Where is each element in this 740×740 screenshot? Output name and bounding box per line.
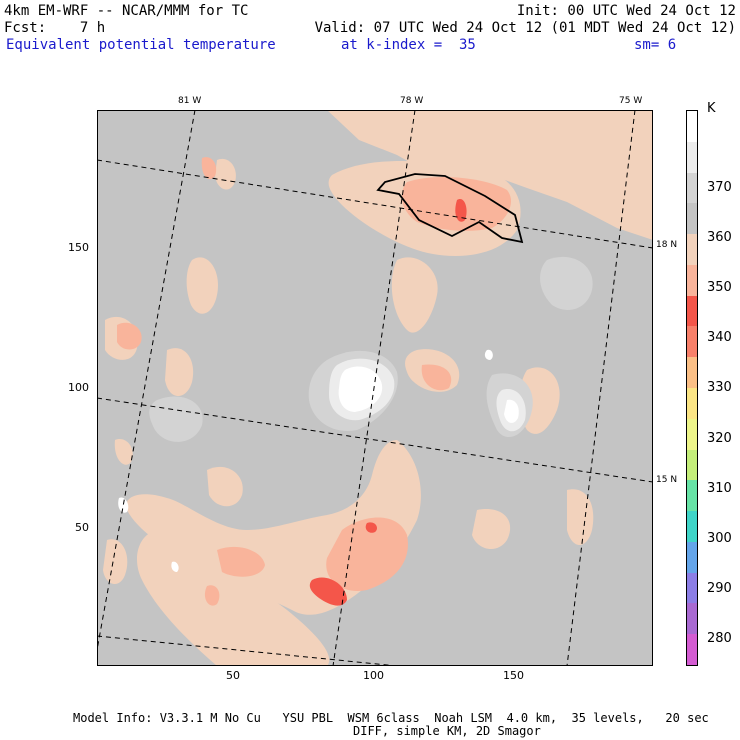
colorbar-label-300: 300 (707, 531, 732, 546)
colorbar-label-290: 290 (707, 581, 732, 596)
x-tick-50: 50 (226, 669, 240, 682)
x-tick-150: 150 (503, 669, 524, 682)
lon-label-75w: 75 W (619, 96, 643, 106)
colorbar-cell (687, 326, 697, 358)
model-physics: DIFF, simple KM, 2D Smagor (353, 724, 541, 738)
y-tick-50: 50 (75, 521, 89, 534)
lat-label-18n: 18 N (656, 240, 678, 250)
band-340 (309, 199, 467, 606)
colorbar-label-280: 280 (707, 631, 732, 646)
colorbar-label-320: 320 (707, 431, 732, 446)
colorbar-cell (687, 295, 697, 327)
lon-label-81w: 81 W (178, 96, 202, 106)
smoothing-value: sm= 6 (634, 37, 677, 53)
colorbar-cell (687, 234, 697, 266)
colorbar-label-370: 370 (707, 180, 732, 195)
theta-e-map (97, 110, 653, 666)
colorbar-label-340: 340 (707, 330, 732, 345)
colorbar-cell (687, 203, 697, 235)
colorbar-cell (687, 357, 697, 389)
y-tick-100: 100 (68, 381, 89, 394)
colorbar-cell (687, 141, 697, 174)
colorbar-label-350: 350 (707, 280, 732, 295)
colorbar-cell (687, 388, 697, 420)
band-max (118, 349, 519, 572)
colorbar-label-330: 330 (707, 380, 732, 395)
boundary-outline (376, 173, 524, 244)
field-name: Equivalent potential temperature (6, 37, 276, 53)
colorbar-cell (687, 634, 697, 666)
x-tick-100: 100 (363, 669, 384, 682)
colorbar-cell (687, 449, 697, 481)
colorbar-cell (687, 480, 697, 512)
graticule (97, 110, 653, 666)
colorbar-cell (687, 264, 697, 297)
model-title: 4km EM-WRF -- NCAR/MMM for TC (4, 3, 249, 19)
colorbar-unit: K (707, 101, 716, 116)
level-index: at k-index = 35 (341, 37, 476, 53)
lat-label-15n: 15 N (656, 475, 678, 485)
model-info: Model Info: V3.3.1 M No Cu YSU PBL WSM 6… (73, 711, 709, 725)
colorbar-cell (687, 172, 697, 204)
color-scale (686, 110, 698, 666)
colorbar-cell (687, 572, 697, 604)
colorbar-cell (687, 418, 697, 451)
valid-time: Valid: 07 UTC Wed 24 Oct 12 (01 MDT Wed … (314, 20, 736, 36)
colorbar-cell (687, 541, 697, 574)
colorbar-label-360: 360 (707, 230, 732, 245)
init-time: Init: 00 UTC Wed 24 Oct 12 (516, 3, 736, 19)
y-tick-150: 150 (68, 241, 89, 254)
colorbar-label-310: 310 (707, 481, 732, 496)
colorbar-cell (687, 111, 697, 143)
lon-label-78w: 78 W (400, 96, 424, 106)
forecast-hour: Fcst: 7 h (4, 20, 106, 36)
colorbar-cell (687, 511, 697, 543)
colorbar-cell (687, 603, 697, 635)
